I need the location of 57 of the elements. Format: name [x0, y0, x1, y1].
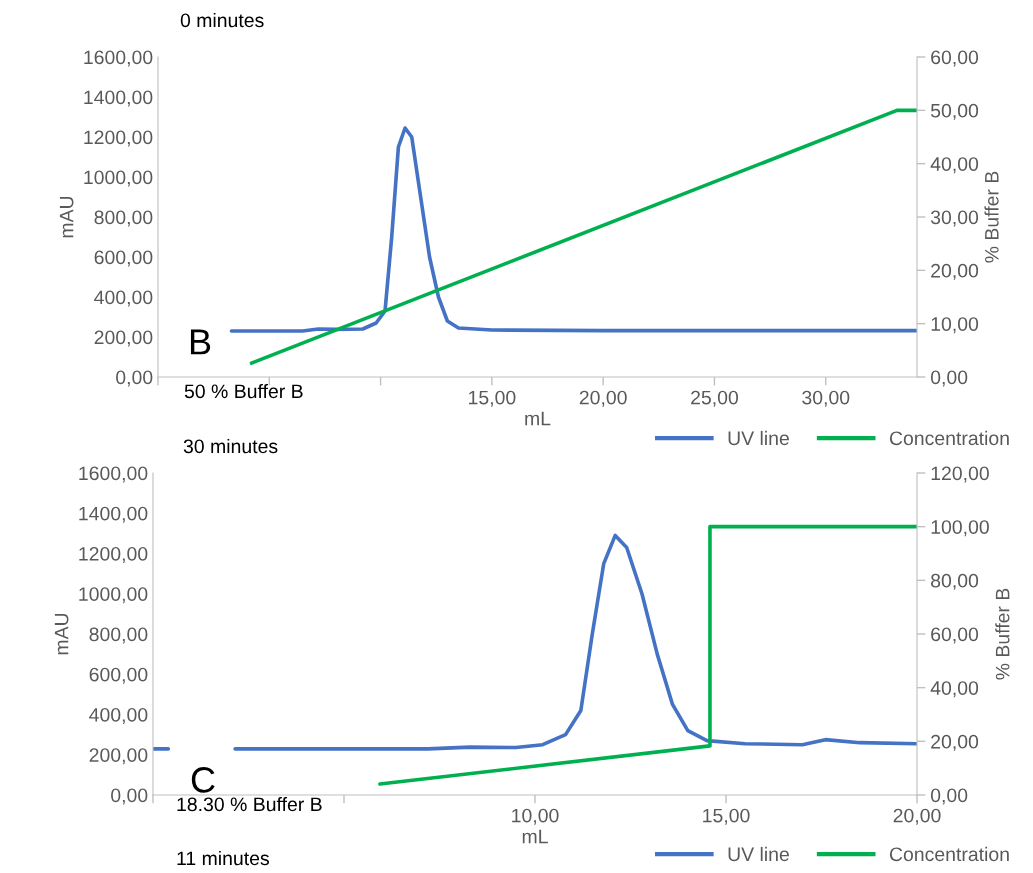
y2-tick-label: 40,00: [930, 681, 979, 698]
legend-label: UV line: [728, 430, 789, 446]
legend-label: Concentration: [889, 430, 1009, 446]
x-tick-label: 20,00: [579, 390, 627, 407]
y2-tick-label: 80,00: [931, 573, 979, 590]
text: 11 minutes: [177, 850, 269, 866]
y2-tick-label: 20,00: [931, 263, 979, 280]
y-tick-label: 400,00: [94, 290, 153, 307]
y-tick-label: 0,00: [116, 370, 153, 387]
legend-label: Concentration: [889, 846, 1009, 862]
annotation: B: [190, 329, 211, 355]
x-tick-label: 30,00: [802, 390, 850, 407]
y-tick-label: 600,00: [89, 667, 148, 684]
y2-tick-label: 120,00: [931, 466, 989, 483]
y2-tick-label: 60,00: [931, 627, 979, 644]
line-series: [229, 126, 917, 333]
x-tick-label: 10,00: [512, 808, 559, 825]
text: 30 minutes: [183, 438, 278, 454]
y2-tick-label: 30,00: [930, 210, 979, 227]
y-axis-title: mAU: [59, 196, 74, 238]
y-tick-label: 1600,00: [79, 466, 148, 483]
y-tick-label: 0,00: [111, 788, 148, 805]
annotation: C: [191, 767, 215, 793]
y2-tick-label: 50,00: [930, 103, 979, 120]
x-axis-title: mL: [525, 411, 551, 426]
text: 50 % Buffer B: [184, 383, 303, 399]
y-tick-label: 200,00: [94, 330, 153, 347]
y-tick-label: 1400,00: [79, 506, 148, 523]
x-tick-label: 20,00: [893, 808, 941, 825]
y-tick-label: 400,00: [89, 707, 148, 725]
y-tick-label: 1200,00: [79, 546, 148, 564]
y2-tick-label: 20,00: [931, 734, 979, 751]
y2-tick-label: 60,00: [931, 50, 979, 67]
text: 0 minutes: [180, 12, 264, 28]
y-tick-label: 1400,00: [84, 90, 153, 107]
x-tick-label: 15,00: [703, 808, 750, 825]
y-tick-label: 800,00: [89, 627, 148, 644]
y-tick-label: 1600,00: [84, 50, 153, 67]
legend-label: UV line: [728, 846, 789, 862]
y-axis-title: mAU: [54, 613, 69, 655]
y2-tick-label: 10,00: [931, 317, 979, 334]
y-tick-label: 800,00: [94, 210, 153, 227]
y2-tick-label: 0,00: [930, 788, 968, 805]
text: 18.30 % Buffer B: [177, 796, 322, 812]
y2-tick-label: 0,00: [930, 370, 968, 387]
y-tick-label: 1200,00: [84, 130, 153, 147]
y2-tick-label: 40,00: [930, 157, 979, 174]
x-tick-label: 15,00: [469, 390, 516, 407]
y2-tick-label: 100,00: [931, 520, 989, 537]
x-tick-label: 25,00: [691, 390, 739, 407]
y-tick-label: 1000,00: [84, 170, 153, 187]
y2-axis-title: % Buffer B: [984, 171, 999, 263]
y2-axis-title: % Buffer B: [995, 588, 1010, 680]
y-tick-label: 200,00: [89, 748, 148, 765]
y-tick-label: 1000,00: [79, 587, 148, 604]
y-tick-label: 600,00: [94, 250, 153, 267]
x-axis-title: mL: [522, 829, 548, 844]
